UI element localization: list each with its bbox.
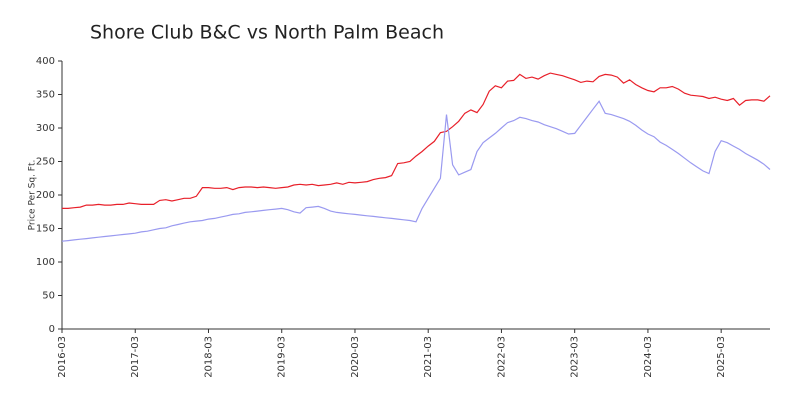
x-tick-label: 2024-03 (643, 336, 654, 378)
x-tick-label: 2025-03 (716, 336, 727, 378)
x-tick-label: 2016-03 (57, 336, 68, 378)
y-axis-label: Price Per Sq. Ft. (28, 160, 38, 231)
x-tick-label: 2021-03 (423, 336, 434, 378)
y-tick-label: 200 (36, 190, 55, 201)
x-tick-label: 2017-03 (130, 336, 141, 378)
x-tick-label: 2020-03 (350, 336, 361, 378)
y-tick-label: 100 (36, 257, 55, 268)
y-tick-label: 400 (36, 56, 55, 67)
y-tick-label: 50 (42, 291, 55, 302)
x-tick-label: 2018-03 (203, 336, 214, 378)
y-tick-label: 0 (49, 324, 55, 335)
series-line (62, 72, 771, 209)
x-tick-label: 2023-03 (570, 336, 581, 378)
chart-title: Shore Club B&C vs North Palm Beach (90, 22, 444, 44)
series-line (61, 100, 771, 242)
y-tick-label: 300 (36, 123, 55, 134)
x-tick-label: 2022-03 (496, 336, 507, 378)
y-tick-label: 150 (36, 224, 55, 235)
y-tick-label: 350 (36, 90, 55, 101)
x-tick-label: 2019-03 (277, 336, 288, 378)
y-tick-label: 250 (36, 157, 55, 168)
